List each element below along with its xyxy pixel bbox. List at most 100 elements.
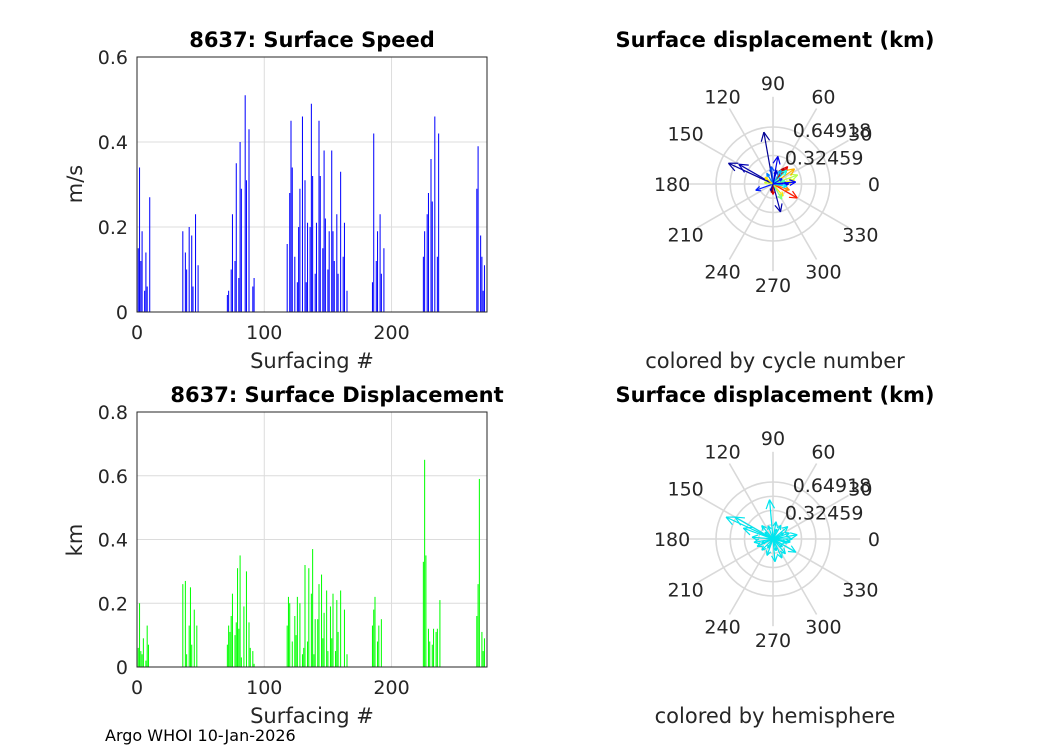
disp-bar <box>188 625 190 667</box>
disp-bar <box>295 635 297 667</box>
displacement-ylabel: km <box>63 524 87 557</box>
speed-bar <box>312 176 314 312</box>
polar2-angle-label: 30 <box>848 479 872 501</box>
polar1-vector-head <box>738 163 746 173</box>
polar2-angle-label: 120 <box>704 442 740 464</box>
displacement-tick-labels: 0 100 200 0 0.2 0.4 0.6 0.8 <box>98 402 410 699</box>
speed-bar <box>146 286 148 312</box>
speed-tick-labels: 0 100 200 0 0.2 0.4 0.6 <box>98 47 410 344</box>
polar2-vector-head <box>779 550 786 555</box>
polar1-vector-head <box>786 168 795 171</box>
disp-bar <box>318 584 320 667</box>
polar2-angle-label: 150 <box>667 479 703 501</box>
polar1-vector-head <box>763 131 771 141</box>
disp-bar <box>429 641 431 667</box>
disp-xtick-label: 200 <box>373 677 409 699</box>
speed-bar <box>315 222 317 312</box>
disp-bar <box>304 565 306 667</box>
speed-bar <box>238 278 240 312</box>
polar2-vector-head <box>774 555 778 562</box>
speed-bars <box>137 95 485 312</box>
speed-bar <box>482 290 484 312</box>
disp-bar <box>307 641 309 667</box>
polar2-vector-head <box>787 550 796 553</box>
speed-bar <box>291 167 293 312</box>
polar1-vector-head <box>774 204 781 213</box>
disp-bar <box>435 631 437 667</box>
polar2-vector <box>772 528 778 540</box>
polar1-ring-label: 0.32459 <box>785 148 864 170</box>
speed-bar <box>289 193 291 312</box>
polar2-vector <box>761 538 774 544</box>
polar2-vector-head <box>766 551 772 556</box>
polar1-angle-label: 120 <box>704 87 740 109</box>
disp-bar <box>186 654 188 667</box>
polar1-angle-label: 330 <box>842 224 878 246</box>
disp-bar <box>374 596 376 667</box>
polar1-vector-head <box>792 190 798 199</box>
speed-bar <box>481 256 483 312</box>
polar2-vector <box>761 538 774 551</box>
speed-bar <box>323 150 325 312</box>
polar2-vector-head <box>743 526 753 529</box>
polar2-vector-head <box>782 539 787 544</box>
disp-bar <box>337 631 339 667</box>
disp-ytick-label: 0.2 <box>98 593 128 615</box>
speed-bar <box>427 193 429 312</box>
speed-bar <box>375 261 377 312</box>
polar1-vector-head <box>769 166 773 172</box>
disp-bar <box>142 638 144 667</box>
disp-bar <box>299 603 301 667</box>
disp-bar <box>482 651 484 667</box>
polar2-vector <box>734 516 774 540</box>
speed-xtick-label: 200 <box>373 322 409 344</box>
disp-bar <box>436 628 438 667</box>
polar2-vector-head <box>751 534 759 538</box>
disp-bar <box>327 651 329 667</box>
polar1-angle-label: 270 <box>755 275 791 297</box>
polar2-vector <box>767 538 774 549</box>
disp-bar <box>248 622 250 667</box>
disp-xtick-label: 0 <box>131 677 143 699</box>
speed-bar <box>322 248 324 312</box>
polar2-angle-label: 300 <box>805 616 841 638</box>
speed-bar <box>226 295 228 312</box>
polar1-vector-head <box>773 170 778 175</box>
footer-credit: Argo WHOI 10-Jan-2026 <box>105 726 296 745</box>
speed-bar <box>438 133 440 312</box>
speed-bar <box>307 222 309 312</box>
speed-bar <box>377 231 379 312</box>
speed-bar <box>333 261 335 312</box>
disp-ytick-label: 0.8 <box>98 402 128 424</box>
polar1-vector-head <box>781 179 785 182</box>
disp-bar <box>317 619 319 667</box>
polar2-vector-head <box>785 532 790 538</box>
polar1-vector <box>772 169 788 185</box>
disp-ytick-label: 0.6 <box>98 466 128 488</box>
speed-bar <box>304 180 306 312</box>
polar1-angle-label: 180 <box>654 174 690 196</box>
polar1-vector-head <box>790 168 796 177</box>
disp-bar <box>235 622 237 667</box>
speed-bar <box>239 142 241 312</box>
disp-bar <box>335 651 337 667</box>
polar2-ring-label: 0.32459 <box>785 503 864 525</box>
disp-bar <box>231 593 233 667</box>
polar1-vector-head <box>772 155 779 164</box>
disp-bar <box>147 644 149 667</box>
disp-bar <box>322 638 324 667</box>
disp-bar <box>439 600 441 667</box>
speed-bar <box>235 163 237 312</box>
disp-bar <box>301 654 303 667</box>
polar2-vector-head <box>761 545 765 551</box>
speed-bar <box>195 214 197 312</box>
polar2-angle-label: 60 <box>811 442 835 464</box>
speed-bar <box>434 116 436 312</box>
speed-bar <box>309 227 311 312</box>
displacement-xlabel: Surfacing # <box>250 704 374 728</box>
disp-bar <box>240 657 242 667</box>
speed-bar <box>252 286 254 312</box>
polar2-vector <box>751 536 774 540</box>
disp-bar <box>332 593 334 667</box>
